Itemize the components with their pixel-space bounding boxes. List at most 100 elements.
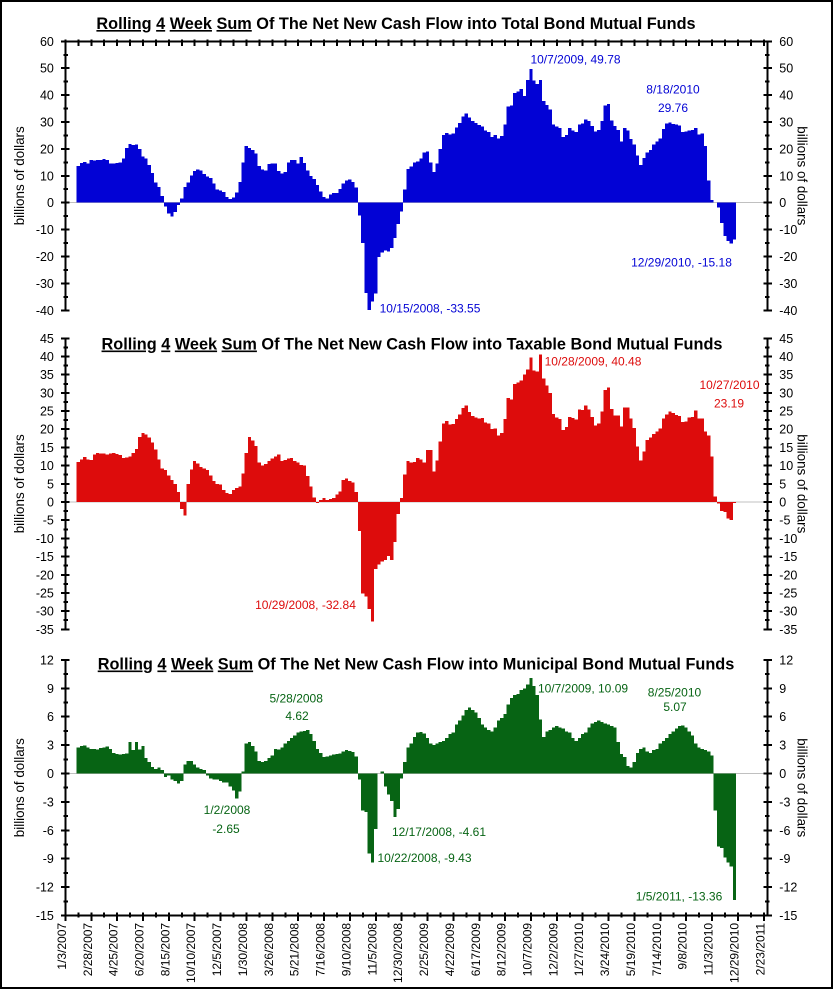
svg-text:12/5/2007: 12/5/2007: [210, 923, 224, 977]
svg-text:-30: -30: [779, 277, 797, 291]
svg-text:25: 25: [40, 405, 54, 419]
svg-text:5: 5: [779, 477, 786, 491]
svg-text:50: 50: [779, 62, 793, 76]
svg-text:-15: -15: [36, 909, 54, 923]
svg-text:40: 40: [779, 89, 793, 103]
svg-text:1/27/2010: 1/27/2010: [572, 923, 586, 977]
svg-text:5/28/2008: 5/28/2008: [270, 692, 324, 706]
svg-text:7/16/2008: 7/16/2008: [314, 923, 328, 977]
svg-text:-30: -30: [36, 605, 54, 619]
svg-text:10/10/2007: 10/10/2007: [184, 923, 198, 983]
svg-text:15: 15: [779, 441, 793, 455]
svg-text:10/7/2009: 10/7/2009: [521, 923, 535, 977]
svg-text:12: 12: [40, 653, 54, 667]
svg-text:billions of dollars: billions of dollars: [12, 434, 27, 533]
svg-text:10: 10: [40, 459, 54, 473]
svg-text:billions of dollars: billions of dollars: [795, 434, 810, 533]
svg-text:10: 10: [779, 169, 793, 183]
svg-text:-15: -15: [779, 909, 797, 923]
svg-text:5.07: 5.07: [663, 700, 687, 714]
svg-text:35: 35: [40, 368, 54, 382]
svg-text:5/19/2010: 5/19/2010: [624, 923, 638, 977]
svg-text:-12: -12: [36, 881, 54, 895]
svg-text:0: 0: [779, 496, 786, 510]
svg-text:5/21/2008: 5/21/2008: [288, 923, 302, 977]
svg-text:billions of dollars: billions of dollars: [795, 738, 810, 837]
svg-text:40: 40: [40, 89, 54, 103]
svg-text:8/15/2007: 8/15/2007: [158, 923, 172, 977]
svg-text:Rolling 4 Week Sum Of The Net: Rolling 4 Week Sum Of The Net New Cash F…: [102, 336, 723, 354]
svg-text:-30: -30: [36, 277, 54, 291]
svg-text:15: 15: [40, 441, 54, 455]
svg-text:billions of dollars: billions of dollars: [12, 738, 27, 837]
svg-text:11/3/2010: 11/3/2010: [702, 923, 716, 976]
svg-text:1/5/2011, -13.36: 1/5/2011, -13.36: [636, 890, 723, 904]
svg-text:-9: -9: [43, 852, 54, 866]
svg-text:Rolling 4 Week Sum Of The Net: Rolling 4 Week Sum Of The Net New Cash F…: [98, 656, 735, 674]
svg-text:-3: -3: [779, 795, 790, 809]
svg-text:40: 40: [40, 350, 54, 364]
svg-text:20: 20: [779, 423, 793, 437]
svg-text:20: 20: [40, 423, 54, 437]
svg-text:8/25/2010: 8/25/2010: [648, 686, 702, 700]
svg-text:3/24/2010: 3/24/2010: [598, 923, 612, 977]
svg-text:6/20/2007: 6/20/2007: [133, 923, 147, 977]
svg-text:20: 20: [40, 142, 54, 156]
svg-text:-30: -30: [779, 605, 797, 619]
svg-text:10/22/2008, -9.43: 10/22/2008, -9.43: [377, 851, 471, 865]
svg-text:-35: -35: [36, 623, 54, 637]
svg-text:3: 3: [779, 739, 786, 753]
svg-text:-25: -25: [36, 587, 54, 601]
svg-text:-15: -15: [779, 550, 797, 564]
svg-text:-40: -40: [36, 304, 54, 318]
svg-text:6: 6: [47, 710, 54, 724]
svg-text:9/10/2008: 9/10/2008: [339, 923, 353, 977]
svg-text:-12: -12: [779, 881, 797, 895]
svg-text:12/29/2010: 12/29/2010: [727, 923, 741, 983]
svg-text:12/2/2009: 12/2/2009: [546, 923, 560, 977]
svg-text:10/7/2009, 10.09: 10/7/2009, 10.09: [538, 682, 628, 696]
svg-text:45: 45: [779, 332, 793, 346]
svg-text:2/28/2007: 2/28/2007: [81, 923, 95, 977]
svg-text:-10: -10: [36, 532, 54, 546]
svg-text:4/22/2009: 4/22/2009: [443, 923, 457, 977]
svg-text:-40: -40: [779, 304, 797, 318]
svg-text:12: 12: [779, 653, 793, 667]
svg-text:-3: -3: [43, 795, 54, 809]
svg-text:3/26/2008: 3/26/2008: [262, 923, 276, 977]
svg-text:60: 60: [40, 35, 54, 49]
svg-text:35: 35: [779, 368, 793, 382]
svg-text:25: 25: [779, 405, 793, 419]
svg-text:-25: -25: [779, 587, 797, 601]
svg-text:2/25/2009: 2/25/2009: [417, 923, 431, 977]
svg-text:12/30/2008: 12/30/2008: [391, 923, 405, 983]
svg-text:40: 40: [779, 350, 793, 364]
svg-text:-20: -20: [779, 250, 797, 264]
svg-text:-20: -20: [36, 568, 54, 582]
svg-text:1/30/2008: 1/30/2008: [236, 923, 250, 977]
svg-text:-10: -10: [779, 223, 797, 237]
svg-text:30: 30: [40, 386, 54, 400]
svg-text:10/15/2008, -33.55: 10/15/2008, -33.55: [380, 302, 481, 316]
svg-text:-6: -6: [779, 824, 790, 838]
svg-text:-9: -9: [779, 852, 790, 866]
svg-text:0: 0: [47, 767, 54, 781]
svg-text:30: 30: [779, 386, 793, 400]
svg-text:0: 0: [47, 496, 54, 510]
svg-text:30: 30: [779, 116, 793, 130]
svg-text:23.19: 23.19: [714, 397, 744, 411]
svg-text:-5: -5: [779, 514, 790, 528]
svg-text:-10: -10: [779, 532, 797, 546]
svg-text:12/17/2008, -4.61: 12/17/2008, -4.61: [392, 825, 486, 839]
svg-text:4.62: 4.62: [285, 709, 309, 723]
svg-text:10: 10: [779, 459, 793, 473]
svg-text:billions of dollars: billions of dollars: [795, 126, 810, 225]
svg-text:-5: -5: [43, 514, 54, 528]
svg-text:12/29/2010, -15.18: 12/29/2010, -15.18: [631, 256, 732, 270]
svg-text:6/17/2009: 6/17/2009: [469, 923, 483, 977]
svg-text:45: 45: [40, 332, 54, 346]
svg-text:1/2/2008: 1/2/2008: [204, 803, 251, 817]
svg-text:8/12/2009: 8/12/2009: [495, 923, 509, 977]
svg-text:-15: -15: [36, 550, 54, 564]
svg-text:1/3/2007: 1/3/2007: [55, 923, 69, 970]
